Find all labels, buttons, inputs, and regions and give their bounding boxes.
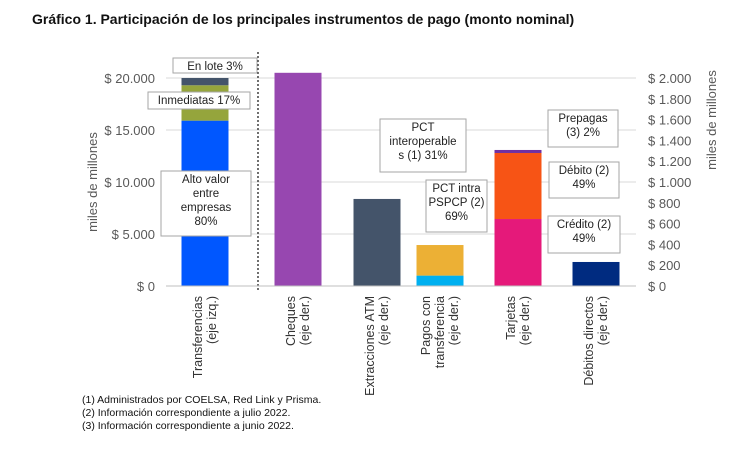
bar-segment [353,198,401,286]
data-label: Débito (2) [559,165,610,177]
left-tick-label: $ 15.000 [104,123,155,138]
data-label: Inmediatas 17% [158,95,240,107]
data-label: s (1) 31% [398,150,447,162]
right-tick-label: $ 1.000 [648,175,691,190]
left-tick-label: $ 5.000 [112,227,155,242]
left-tick-label: $ 10.000 [104,175,155,190]
footnotes: (1) Administrados por COELSA, Red Link y… [82,394,321,433]
data-label: En lote 3% [187,61,243,73]
data-label: 69% [445,211,468,223]
left-tick-label: $ 20.000 [104,71,155,86]
x-tick-label: (eje der.) [377,296,391,345]
right-tick-label: $ 2.000 [648,71,691,86]
data-label: Prepagas [558,113,607,125]
footnote-2: (2) Información correspondiente a julio … [82,407,291,419]
x-tick-label: Tarjetas [504,296,518,340]
right-tick-label: $ 1.800 [648,92,691,107]
right-tick-label: $ 0 [648,279,666,294]
data-label: PSPCP (2) [428,197,484,209]
data-label-box [379,118,467,173]
x-tick-label: transferencia [433,296,447,368]
data-label: PCT intra [432,183,481,195]
data-label-box [548,161,620,199]
x-tick-label: Pagos con [419,296,433,355]
data-label: interoperable [389,136,456,148]
data-label: 49% [572,179,595,191]
data-label: 80% [194,216,217,228]
bar-segment [494,219,542,286]
x-tick-label: Transferencias [191,296,205,378]
right-axis-title: miles de millones [704,70,719,170]
data-label: (3) 2% [566,127,600,139]
bar-segment [416,245,464,276]
bar-segment [494,149,542,153]
right-tick-label: $ 200 [648,258,681,273]
right-tick-label: $ 400 [648,237,681,252]
x-tick-label: Cheques [284,296,298,346]
left-tick-label: $ 0 [137,279,155,294]
bar-segment [416,275,464,286]
bar-segment [494,152,542,220]
bar-segment [181,78,229,86]
data-label: Crédito (2) [557,219,611,231]
data-label-box [547,109,619,148]
bar-segment [572,261,620,286]
right-tick-label: $ 1.200 [648,154,691,169]
x-tick-label: (eje der.) [298,296,312,345]
data-label-box [425,179,488,233]
right-tick-label: $ 800 [648,196,681,211]
footnote-3: (3) Información correspondiente a junio … [82,420,294,432]
data-label-box [172,57,258,74]
chart-title: Gráfico 1. Participación de los principa… [32,11,575,27]
x-tick-label: (eje der.) [596,296,610,345]
x-tick-label: (eje der.) [447,296,461,345]
data-label-box [147,91,251,110]
x-tick-label: (eje der.) [518,296,532,345]
x-tick-label: Extracciones ATM [363,296,377,396]
data-label: Alto valor [182,174,230,186]
right-tick-label: $ 1.400 [648,133,691,148]
right-tick-label: $ 600 [648,217,681,232]
data-label: 49% [572,233,595,245]
x-tick-label: (eje izq.) [205,296,219,344]
data-label: entre [193,188,219,200]
data-label: empresas [181,202,232,214]
data-label-box [547,215,621,254]
x-tick-label: Débitos directos [582,296,596,386]
data-label: PCT [412,122,435,134]
footnote-1: (1) Administrados por COELSA, Red Link y… [82,394,322,406]
right-tick-label: $ 1.600 [648,113,691,128]
data-label-box [160,170,252,237]
left-axis-title: miles de millones [85,132,100,232]
bar-segment [274,72,322,286]
